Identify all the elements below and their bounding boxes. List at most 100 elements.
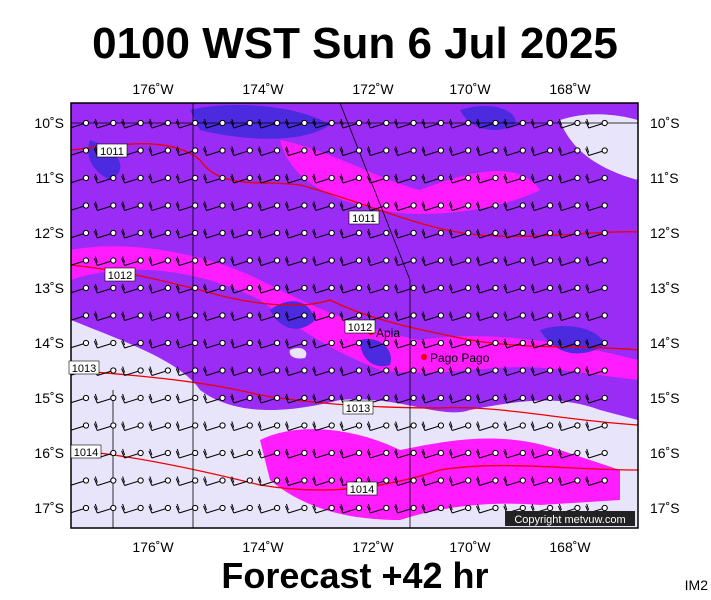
barb-station (519, 339, 526, 347)
barb-station (137, 449, 144, 457)
wind-barb (448, 393, 472, 404)
wind-barb (448, 366, 472, 376)
barb-station (246, 257, 253, 264)
wind-barb (121, 283, 144, 294)
wind-barb (503, 338, 526, 349)
wind-barb (312, 448, 335, 459)
barb-station (601, 394, 608, 402)
wind-barb (93, 228, 117, 239)
barb-station (410, 119, 417, 127)
wind-barb (203, 173, 226, 184)
barb-station (164, 449, 171, 457)
wind-barb (476, 503, 499, 514)
wind-barb (339, 201, 363, 211)
barb-station (274, 477, 281, 484)
barb-station (219, 339, 226, 347)
wind-barb (284, 421, 308, 431)
barb-station (301, 202, 308, 209)
barb-station (137, 394, 144, 402)
barb-station (437, 174, 444, 182)
wind-barb (476, 173, 499, 184)
wind-barb (394, 448, 417, 459)
barb-station (328, 394, 335, 402)
wind-barb (121, 173, 144, 184)
lon-label-bottom: 168˚W (549, 539, 591, 555)
barb-station (219, 394, 226, 402)
barb-station (383, 449, 390, 457)
barb-station (164, 422, 171, 429)
barb-station (328, 312, 335, 319)
wind-barb (175, 421, 199, 431)
wind-barb (503, 228, 526, 239)
barb-station (137, 119, 144, 127)
wind-barb (230, 503, 253, 514)
barb-station (383, 119, 390, 127)
barb-station (492, 422, 499, 429)
barb-station (383, 257, 390, 264)
barb-station (574, 394, 581, 402)
wind-barb (557, 393, 581, 404)
precip-field (71, 103, 638, 528)
wind-barb (339, 448, 363, 459)
wind-barb (476, 311, 499, 321)
wind-barb (366, 146, 390, 156)
barb-station (219, 229, 226, 237)
barb-station (137, 284, 144, 292)
barb-station (383, 229, 390, 237)
barb-station (192, 312, 199, 319)
barb-station (519, 174, 526, 182)
barb-station (547, 367, 554, 374)
barb-station (383, 284, 390, 292)
wind-barb (557, 118, 581, 129)
wind-barb (530, 476, 554, 486)
barb-station (110, 422, 117, 429)
wind-barb (93, 338, 117, 349)
wind-barb (257, 173, 281, 184)
barb-station (137, 339, 144, 347)
barb-station (410, 202, 417, 209)
wind-barb (530, 256, 554, 266)
barb-station (383, 394, 390, 402)
barb-station (274, 422, 281, 429)
wind-barb (366, 311, 390, 321)
barb-station (82, 284, 90, 292)
wind-barb (339, 256, 363, 266)
barb-station (328, 174, 335, 182)
wind-barb (203, 476, 226, 486)
barb-station (437, 504, 444, 512)
barb-station (110, 367, 117, 374)
barb-station (437, 394, 444, 402)
wind-barb (71, 394, 90, 404)
wind-barb (421, 283, 444, 294)
barb-station (164, 202, 171, 209)
wind-barb (448, 146, 472, 156)
wind-barb (530, 173, 554, 184)
wind-barb (421, 118, 444, 129)
wind-barb (339, 311, 363, 321)
wind-barb (339, 146, 363, 156)
barb-station (301, 394, 308, 402)
wind-barb (93, 421, 117, 431)
barb-station (110, 257, 117, 264)
isobar-label-bg (70, 444, 102, 459)
barb-station (82, 339, 90, 347)
wind-barb (203, 503, 226, 514)
wind-barb (312, 338, 335, 349)
wind-barb (121, 311, 144, 321)
barb-station (492, 229, 499, 237)
lat-label-left: 15˚S (34, 390, 64, 406)
barb-station (492, 504, 499, 512)
wind-barb (366, 503, 390, 514)
barb-station (355, 229, 363, 237)
wind-barb (175, 228, 199, 239)
wind-barb (448, 173, 472, 184)
wind-barb (421, 228, 444, 239)
barb-station (110, 174, 117, 182)
wind-barb (421, 338, 444, 349)
wind-barb (448, 421, 472, 431)
barb-station (574, 367, 581, 374)
wind-barb (230, 448, 253, 459)
isobar-label-bg (96, 143, 128, 158)
wind-barb (312, 366, 335, 376)
wind-barb (175, 366, 199, 376)
